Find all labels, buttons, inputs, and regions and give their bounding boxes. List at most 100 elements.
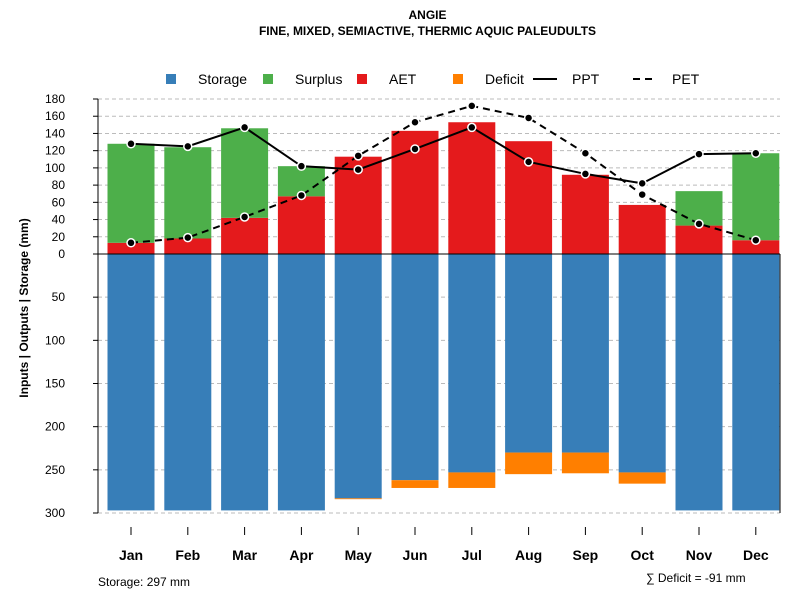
deficit-bar-sep: [561, 452, 609, 474]
aet-bar-mar: [221, 217, 269, 254]
y-tick-label: 100: [45, 161, 65, 175]
legend-swatch-storage: [166, 74, 176, 84]
y-tick-label: 50: [52, 290, 66, 304]
pet-point-jun: [410, 117, 420, 127]
ppt-point-may: [353, 164, 363, 175]
y-tick-label: 300: [45, 506, 65, 520]
x-tick-label-may: May: [345, 547, 372, 563]
aet-bar-nov: [675, 225, 723, 254]
legend-label-ppt: PPT: [572, 71, 600, 87]
ppt-line: [130, 126, 756, 185]
ppt-point-sep: [580, 169, 591, 179]
storage-bar-jan: [107, 254, 155, 511]
y-axis-label: Inputs | Outputs | Storage (mm): [17, 218, 31, 397]
pet-point-sep: [580, 148, 591, 158]
y-tick-label: 80: [52, 178, 66, 192]
pet-point-oct: [637, 189, 647, 200]
storage-bar-nov: [675, 254, 723, 511]
ppt-point-jan: [126, 139, 136, 149]
y-tick-label: 120: [45, 144, 65, 158]
pet-line: [130, 104, 757, 244]
storage-bar-aug: [505, 254, 553, 453]
aet-bar-sep: [561, 174, 609, 254]
y-tick-label: 100: [45, 333, 65, 347]
pet-point-may: [353, 151, 363, 161]
storage-bar-sep: [561, 254, 609, 453]
y-tick-label: 20: [52, 230, 66, 244]
legend-label-surplus: Surplus: [295, 71, 342, 87]
x-tick-label-jun: Jun: [403, 547, 428, 563]
deficit-bar-jul: [448, 472, 496, 488]
legend-swatch-aet: [357, 74, 367, 84]
x-tick-label-nov: Nov: [686, 547, 713, 563]
x-tick-label-sep: Sep: [573, 547, 599, 563]
ppt-point-aug: [523, 157, 534, 167]
pet-point-apr: [296, 190, 307, 201]
x-tick-label-mar: Mar: [232, 547, 257, 563]
storage-bar-jul: [448, 254, 496, 473]
legend-label-storage: Storage: [198, 71, 247, 87]
surplus-bar-jan: [107, 143, 155, 243]
deficit-bar-jun: [391, 480, 439, 488]
deficit-bar-aug: [505, 452, 553, 475]
y-tick-label: 250: [45, 463, 65, 477]
pet-point-nov: [694, 219, 704, 229]
surplus-bar-mar: [221, 128, 269, 218]
aet-bar-dec: [732, 240, 780, 254]
x-tick-label-apr: Apr: [289, 547, 314, 563]
x-tick-label-jul: Jul: [462, 547, 482, 563]
pet-point-jul: [467, 101, 477, 111]
legend-label-deficit: Deficit: [485, 71, 524, 87]
y-tick-label: 150: [45, 377, 65, 391]
surplus-bar-feb: [164, 147, 212, 239]
ppt-point-feb: [183, 141, 193, 152]
storage-bar-feb: [164, 254, 212, 511]
surplus-bar-dec: [732, 153, 780, 241]
ppt-point-mar: [239, 122, 250, 133]
pet-point-jan: [126, 238, 136, 248]
aet-bar-jan: [107, 242, 155, 254]
storage-bar-oct: [618, 254, 666, 473]
storage-bar-dec: [732, 254, 780, 511]
storage-bar-jun: [391, 254, 439, 481]
legend-label-aet: AET: [389, 71, 417, 87]
aet-bar-oct: [618, 204, 666, 254]
legend-label-pet: PET: [672, 71, 700, 87]
x-tick-label-jan: Jan: [119, 547, 143, 563]
storage-bar-mar: [221, 254, 269, 511]
pet-point-aug: [523, 113, 534, 123]
y-tick-label: 60: [52, 195, 66, 209]
ppt-point-nov: [694, 149, 704, 159]
chart-title: ANGIE: [408, 8, 447, 22]
x-tick-label-oct: Oct: [631, 547, 655, 563]
x-tick-label-aug: Aug: [515, 547, 542, 563]
legend-swatch-surplus: [263, 74, 273, 84]
y-tick-label: 160: [45, 109, 65, 123]
aet-bar-apr: [277, 196, 325, 254]
pet-point-dec: [751, 235, 761, 245]
x-tick-label-dec: Dec: [743, 547, 769, 563]
chart-subtitle: FINE, MIXED, SEMIACTIVE, THERMIC AQUIC P…: [258, 24, 597, 38]
legend-swatch-deficit: [453, 74, 463, 84]
storage-summary: Storage: 297 mm: [98, 575, 191, 589]
ppt-point-apr: [296, 161, 307, 171]
y-tick-label: 200: [45, 420, 65, 434]
y-tick-label: 0: [58, 247, 65, 261]
aet-bar-jul: [448, 122, 496, 254]
deficit-summary: ∑ Deficit = -91 mm: [646, 571, 746, 585]
ppt-point-dec: [751, 148, 761, 158]
deficit-bar-may: [334, 498, 382, 500]
y-tick-label: 180: [45, 92, 65, 106]
ppt-point-jun: [410, 144, 420, 154]
y-tick-label: 140: [45, 126, 65, 140]
pet-point-mar: [239, 212, 250, 222]
ppt-point-jul: [467, 122, 477, 133]
x-tick-label-feb: Feb: [175, 547, 200, 563]
storage-bar-may: [334, 254, 382, 499]
aet-bar-feb: [164, 238, 212, 254]
ppt-point-oct: [637, 178, 647, 189]
deficit-bar-oct: [618, 472, 666, 484]
y-tick-label: 40: [52, 213, 66, 227]
storage-bar-apr: [277, 254, 325, 511]
